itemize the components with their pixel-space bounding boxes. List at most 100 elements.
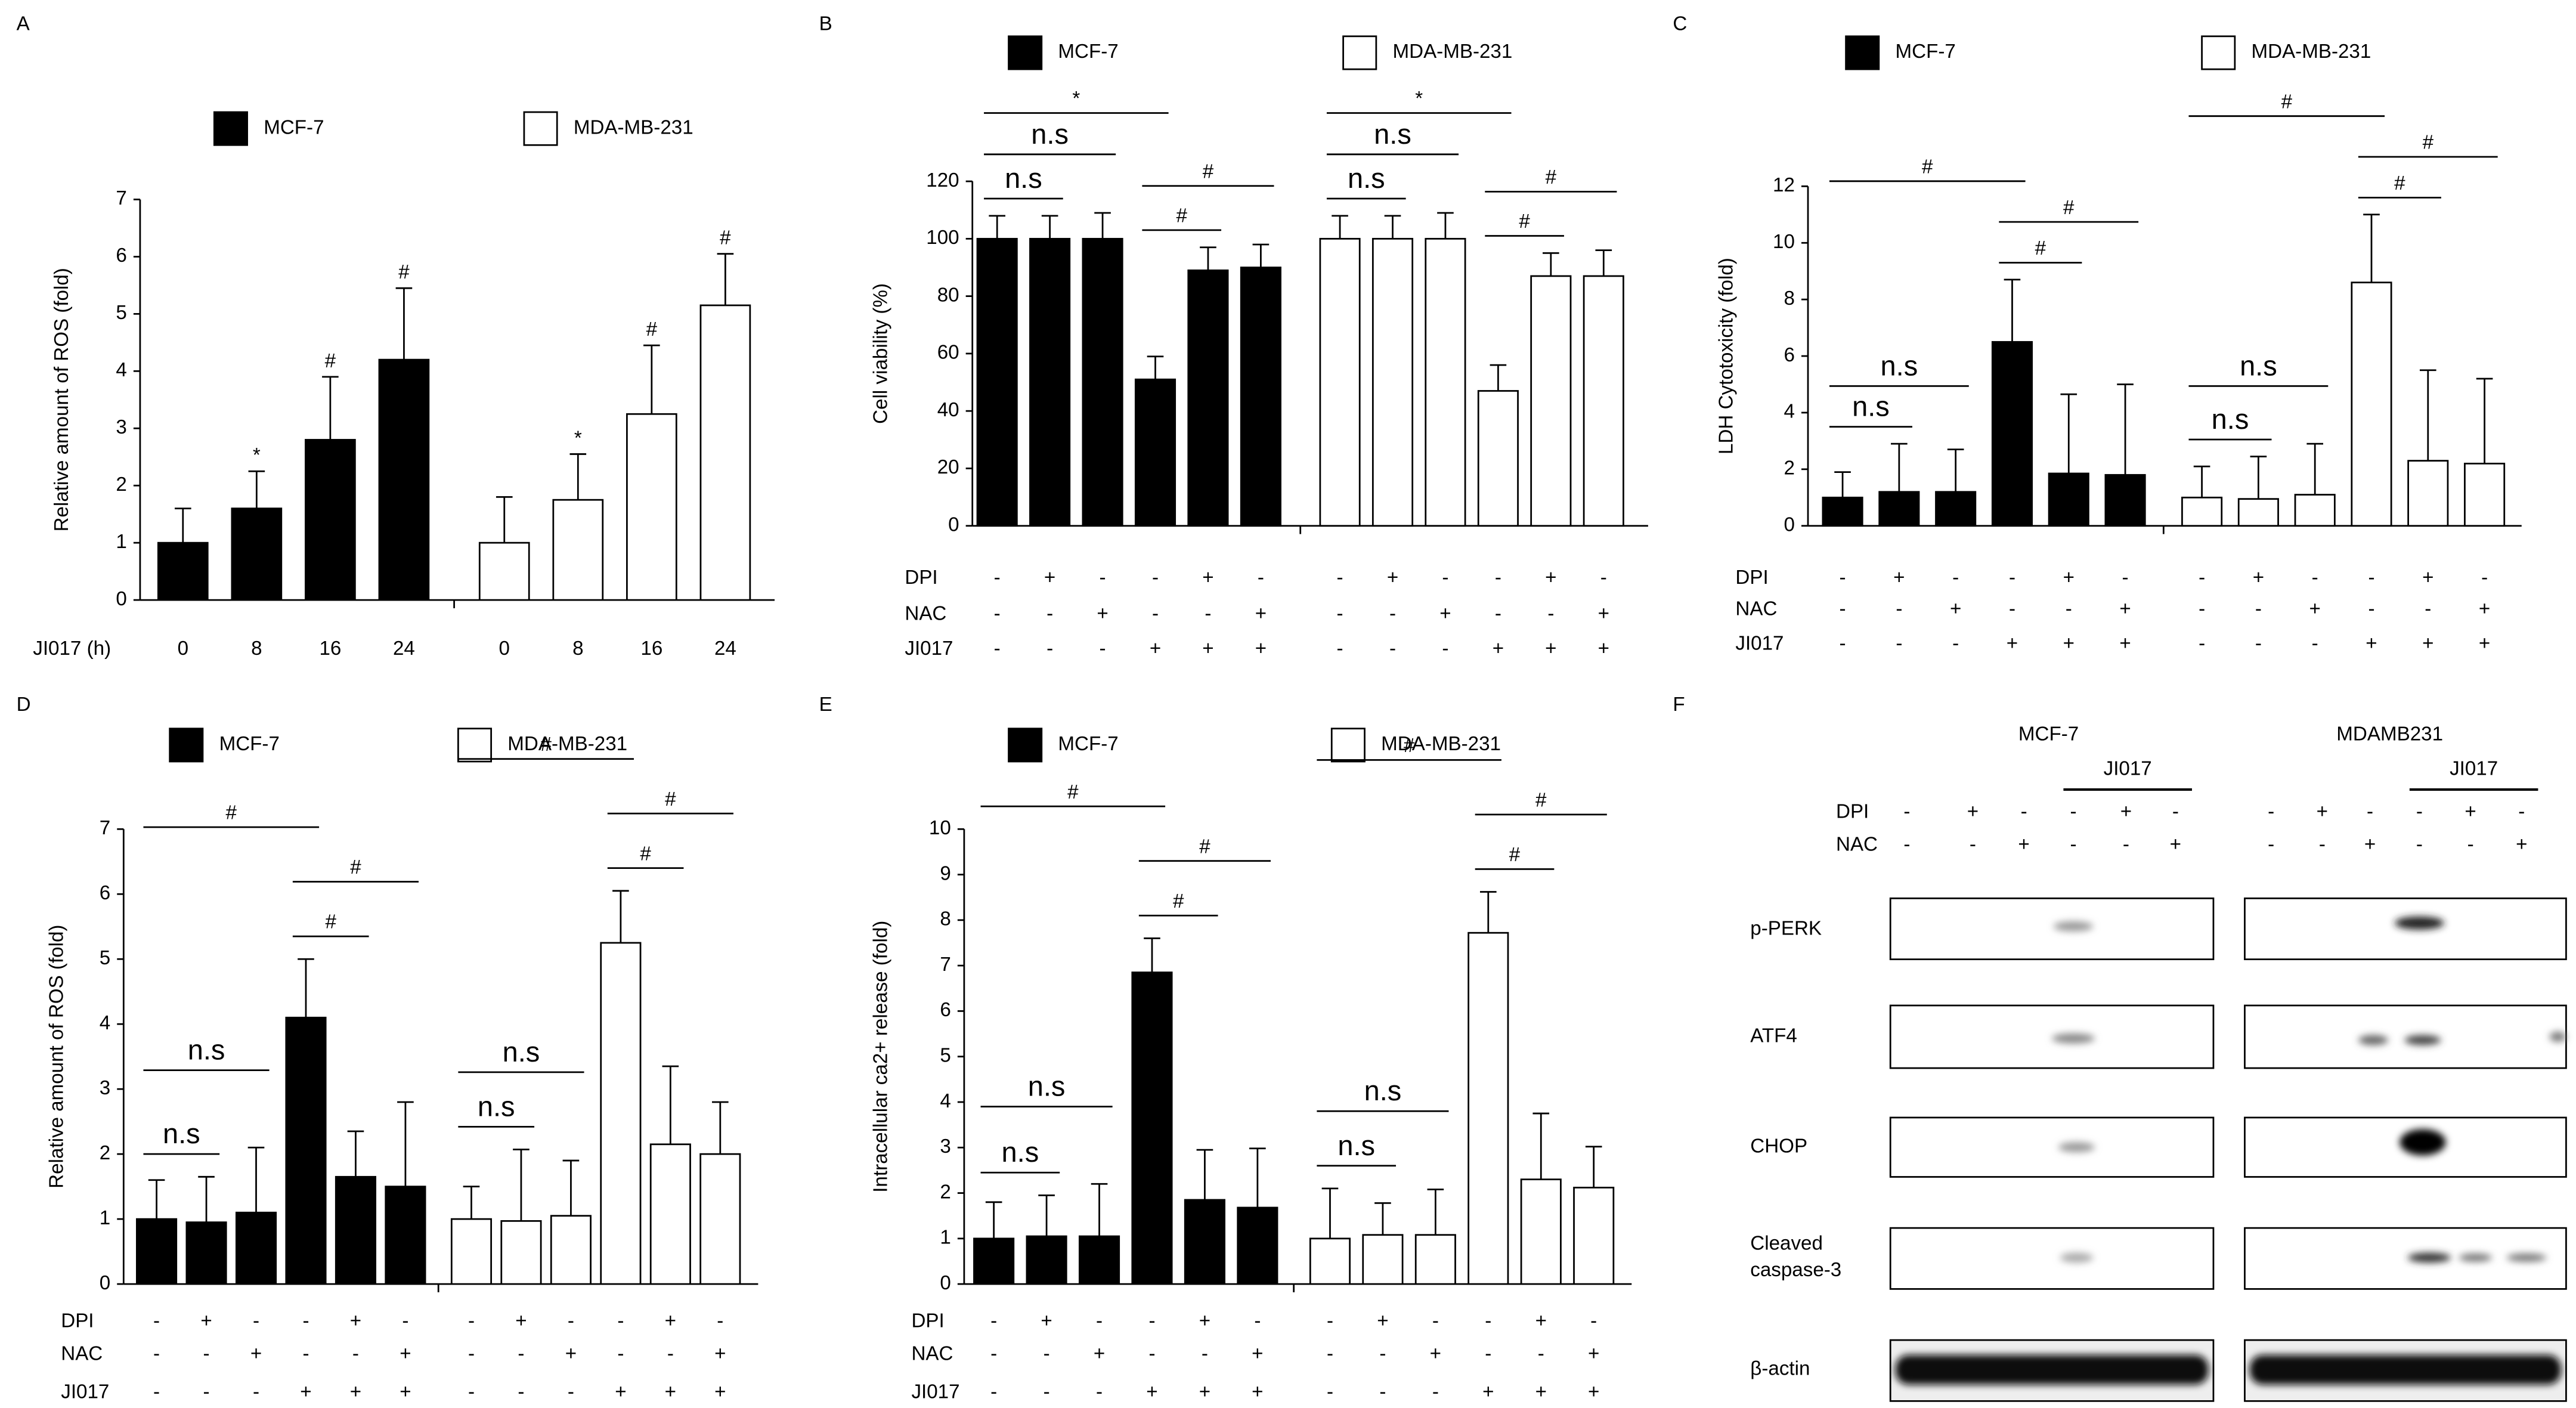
y-tick-label: 12 bbox=[1773, 174, 1795, 196]
treatment-sign: - bbox=[2070, 800, 2076, 822]
treatment-sign: - bbox=[302, 1310, 309, 1332]
treatment-sign: - bbox=[990, 1381, 997, 1403]
significance-label: n.s bbox=[2240, 349, 2277, 381]
treatment-sign: - bbox=[1952, 567, 1959, 589]
blot-box bbox=[2244, 897, 2567, 961]
significance-label: n.s bbox=[1337, 1130, 1375, 1161]
y-tick-label: 7 bbox=[100, 817, 110, 839]
treatment-sign: + bbox=[1255, 638, 1267, 660]
bar bbox=[1237, 1206, 1278, 1285]
treatment-sign: + bbox=[2364, 834, 2376, 856]
legend-swatch bbox=[169, 728, 204, 763]
treatment-sign: + bbox=[1598, 603, 1609, 625]
bar bbox=[2294, 494, 2336, 527]
y-tick-label: 0 bbox=[116, 588, 126, 610]
row-label: NAC bbox=[1836, 834, 1878, 856]
treatment-sign: - bbox=[468, 1343, 475, 1365]
significance-label: n.s bbox=[503, 1036, 540, 1067]
bar bbox=[1371, 237, 1414, 527]
treatment-sign: + bbox=[2170, 834, 2181, 856]
row-label: JI017 bbox=[905, 638, 953, 660]
bar bbox=[235, 1211, 277, 1285]
x-tick-label: 16 bbox=[319, 638, 341, 660]
band-label: ATF4 bbox=[1750, 1025, 1797, 1047]
y-tick-label: 120 bbox=[926, 169, 959, 191]
treatment-sign: + bbox=[1202, 638, 1213, 660]
treatment-sign: + bbox=[1199, 1381, 1210, 1403]
treatment-sign: - bbox=[2416, 800, 2423, 822]
group-label: MCF-7 bbox=[2018, 723, 2079, 745]
treatment-sign: - bbox=[994, 567, 1001, 589]
treatment-sign: - bbox=[1205, 603, 1211, 625]
significance-label: # bbox=[1922, 156, 1933, 178]
significance-label: n.s bbox=[188, 1034, 225, 1066]
y-tick-label: 100 bbox=[926, 227, 959, 249]
bar bbox=[385, 1186, 426, 1285]
group-label: MDAMB231 bbox=[2336, 723, 2443, 745]
bar bbox=[699, 1153, 741, 1285]
panel-letter: F bbox=[1673, 694, 1685, 716]
treatment-sign: + bbox=[2464, 800, 2476, 822]
treatment-sign: - bbox=[1600, 567, 1607, 589]
y-tick-label: 4 bbox=[940, 1090, 950, 1112]
x-tick-label: 24 bbox=[714, 638, 736, 660]
significance-label: # bbox=[540, 734, 552, 756]
bar bbox=[185, 1221, 227, 1285]
treatment-sign: - bbox=[1442, 567, 1448, 589]
treatment-sign: + bbox=[1202, 567, 1213, 589]
treatment-sign: - bbox=[518, 1381, 524, 1403]
bar bbox=[305, 439, 356, 601]
treatment-sign: - bbox=[2122, 567, 2129, 589]
band bbox=[2053, 921, 2094, 932]
treatment-sign: + bbox=[350, 1310, 361, 1332]
legend-swatch bbox=[1845, 35, 1880, 70]
band bbox=[2394, 916, 2444, 930]
bar bbox=[1082, 237, 1123, 527]
treatment-sign: + bbox=[350, 1381, 361, 1403]
significance-label: # bbox=[2423, 132, 2434, 154]
treatment-sign: + bbox=[1377, 1310, 1388, 1332]
treatment-sign: + bbox=[1150, 638, 1161, 660]
x-tick-label: 0 bbox=[499, 638, 510, 660]
treatment-sign: - bbox=[1379, 1381, 1386, 1403]
bands bbox=[1895, 916, 2566, 1385]
treatment-sign: - bbox=[1254, 1310, 1261, 1332]
bar bbox=[1414, 1234, 1456, 1285]
row-label: NAC bbox=[911, 1343, 953, 1365]
y-tick-label: 3 bbox=[940, 1135, 950, 1158]
bar bbox=[649, 1143, 691, 1285]
y-tick-label: 6 bbox=[116, 245, 126, 267]
panel-letter: C bbox=[1673, 13, 1687, 35]
bar bbox=[976, 237, 1018, 527]
bar bbox=[1935, 491, 1977, 527]
legend-label: MCF-7 bbox=[219, 733, 280, 755]
significance-label: # bbox=[2035, 237, 2046, 259]
treatment-sign: - bbox=[994, 603, 1001, 625]
treatment-sign: - bbox=[2009, 567, 2015, 589]
bar bbox=[626, 413, 677, 601]
bar bbox=[285, 1016, 327, 1285]
legend-swatch bbox=[523, 111, 558, 146]
treatment-sign: - bbox=[2255, 598, 2262, 620]
treatment-sign: - bbox=[2199, 567, 2205, 589]
row-label: DPI bbox=[1735, 567, 1768, 589]
y-tick-label: 60 bbox=[937, 342, 959, 364]
y-tick-label: 1 bbox=[116, 531, 126, 553]
treatment-sign: - bbox=[617, 1310, 624, 1332]
treatment-sign: - bbox=[1840, 567, 1846, 589]
treatment-sign: - bbox=[1432, 1381, 1439, 1403]
significance-mark: # bbox=[325, 350, 336, 372]
treatment-sign: + bbox=[1493, 638, 1504, 660]
bar bbox=[378, 358, 430, 601]
treatment-sign: + bbox=[2317, 800, 2328, 822]
y-axis-label: Cell viability (%) bbox=[869, 283, 891, 424]
significance-label: n.s bbox=[1002, 1136, 1039, 1168]
y-tick-label: 2 bbox=[116, 474, 126, 496]
band bbox=[2506, 1253, 2547, 1262]
treatment-sign: + bbox=[1199, 1310, 1210, 1332]
treatment-sign: - bbox=[1485, 1343, 1491, 1365]
treatment-sign: - bbox=[1840, 598, 1846, 620]
treatment-sign: + bbox=[565, 1343, 577, 1365]
treatment-sign: - bbox=[153, 1310, 160, 1332]
